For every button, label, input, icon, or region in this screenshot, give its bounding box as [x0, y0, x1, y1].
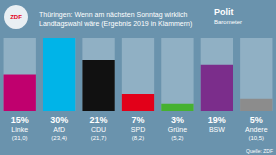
svg-text:CDU: CDU — [91, 126, 106, 133]
svg-text:15%: 15% — [11, 115, 29, 125]
svg-text:(5,2): (5,2) — [171, 135, 183, 141]
svg-text:(31,0): (31,0) — [12, 135, 28, 141]
svg-text:Barometer: Barometer — [214, 19, 242, 25]
svg-text:Thüringen: Wenn am nächsten So: Thüringen: Wenn am nächsten Sonntag wirk… — [39, 11, 188, 19]
svg-text:Landtagswahl wäre (Ergebnis 20: Landtagswahl wäre (Ergebnis 2019 in Klam… — [39, 20, 192, 28]
svg-text:(10,5): (10,5) — [248, 135, 264, 141]
svg-text:21%: 21% — [90, 115, 108, 125]
svg-text:Polit: Polit — [214, 7, 234, 17]
svg-text:30%: 30% — [50, 115, 68, 125]
svg-text:Quelle: ZDF: Quelle: ZDF — [246, 148, 273, 154]
svg-text:SPD: SPD — [131, 126, 145, 133]
svg-text:(21,7): (21,7) — [91, 135, 107, 141]
svg-text:19%: 19% — [208, 115, 226, 125]
svg-text:(8,2): (8,2) — [132, 135, 144, 141]
svg-text:5%: 5% — [250, 115, 263, 125]
svg-text:(23,4): (23,4) — [51, 135, 67, 141]
svg-text:7%: 7% — [131, 115, 144, 125]
svg-text:Andere: Andere — [245, 126, 268, 133]
svg-text:AfD: AfD — [53, 126, 65, 133]
svg-text:3%: 3% — [171, 115, 184, 125]
svg-text:ZDF: ZDF — [10, 14, 22, 20]
svg-text:BSW: BSW — [209, 126, 225, 133]
svg-text:Grüne: Grüne — [168, 126, 188, 133]
svg-text:Linke: Linke — [11, 126, 28, 133]
